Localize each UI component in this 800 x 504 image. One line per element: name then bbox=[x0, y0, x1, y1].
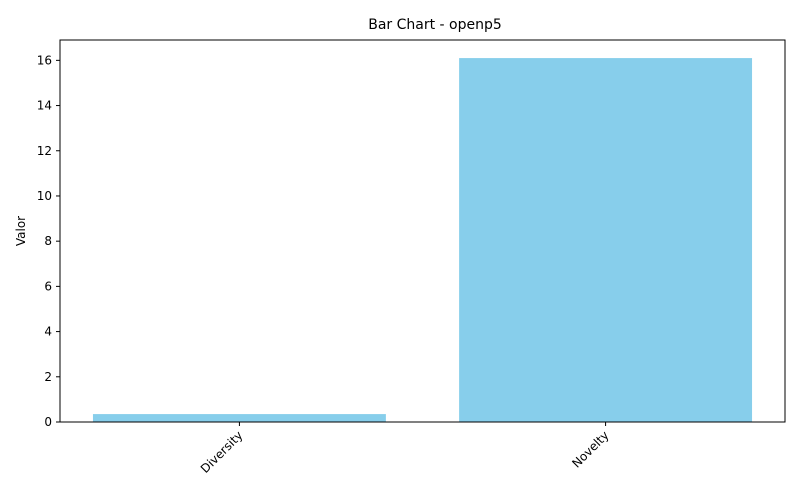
y-tick-label: 16 bbox=[37, 53, 52, 67]
x-axis: Diversity Novelty bbox=[198, 422, 612, 476]
y-tick-label: 12 bbox=[37, 144, 52, 158]
bar-diversity bbox=[92, 414, 386, 422]
y-tick-label: 2 bbox=[44, 370, 52, 384]
y-tick-label: 6 bbox=[44, 279, 52, 293]
x-tick-label: Diversity bbox=[198, 428, 246, 476]
y-tick-label: 10 bbox=[37, 189, 52, 203]
y-axis: 0 2 4 6 8 10 12 14 16 bbox=[37, 53, 60, 429]
x-tick-label: Novelty bbox=[569, 428, 611, 470]
y-tick-label: 0 bbox=[44, 415, 52, 429]
chart-title: Bar Chart - openp5 bbox=[368, 17, 502, 33]
y-axis-label: Valor bbox=[14, 216, 28, 246]
y-tick-label: 8 bbox=[44, 234, 52, 248]
bar-novelty bbox=[459, 58, 753, 423]
bars-group bbox=[92, 58, 753, 423]
y-tick-label: 14 bbox=[37, 99, 52, 113]
plot-frame bbox=[59, 39, 786, 423]
y-tick-label: 4 bbox=[44, 325, 52, 339]
